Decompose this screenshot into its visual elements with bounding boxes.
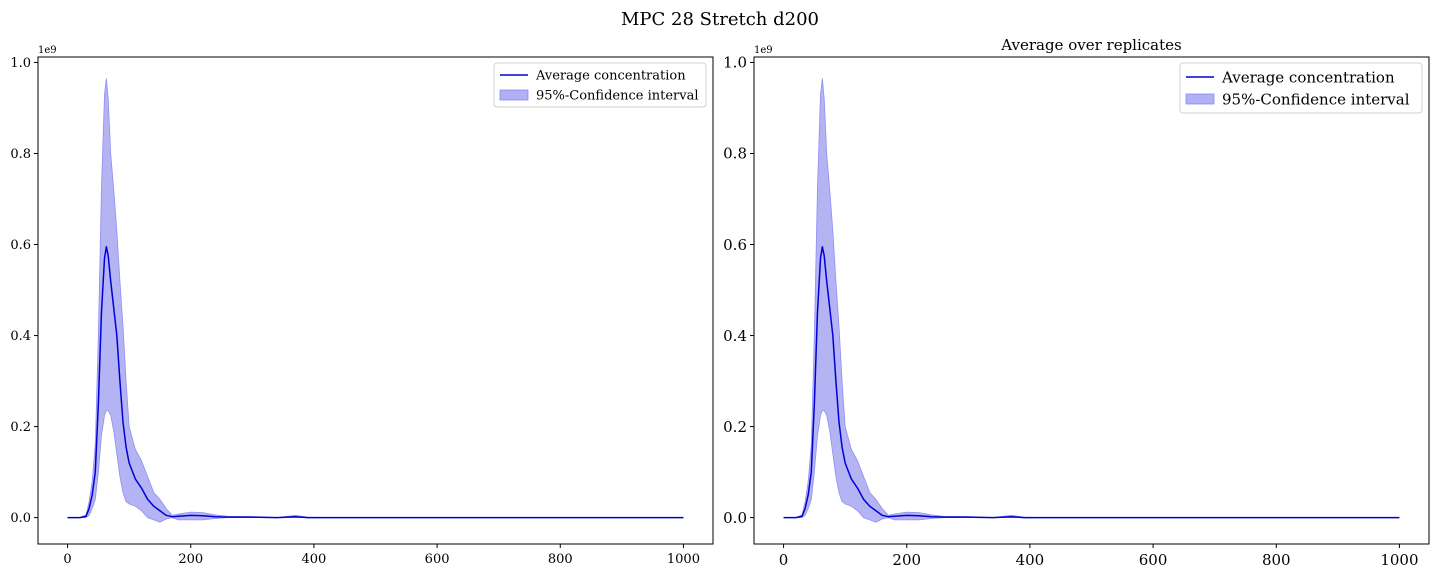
x-tick-label: 200 [178,552,203,567]
y-tick-label: 0.6 [10,238,31,253]
x-tick-label: 600 [425,552,450,567]
x-tick-label: 0 [63,552,71,567]
legend-label: Average concentration [1221,68,1395,86]
x-tick-label: 800 [548,552,573,567]
legend: Average concentration 95%-Confidence inte… [1179,62,1423,114]
confidence-band [783,78,1400,523]
x-tick-label: 400 [301,552,326,567]
left-chart-panel: 0 200 400 600 800 1000 0.0 0.2 0.4 0.6 0.8 1.0 1e9 Av… [10,45,714,567]
confidence-band [67,78,684,523]
x-tick-label: 200 [892,551,921,569]
y-tick-label: 0.0 [723,509,747,527]
y-tick-label: 0.6 [723,236,747,254]
legend: Average concentration 95%-Confidence inte… [493,62,707,108]
legend-box [493,62,707,108]
y-tick-label: 0.2 [723,418,747,436]
x-tick-label: 1000 [1380,551,1418,569]
y-tick-label: 0.8 [723,145,747,163]
axes-frame [37,56,714,545]
axes-frame [753,56,1430,545]
figure-title: MPC 28 Stretch d200 [621,9,819,30]
average-line [67,246,684,519]
legend-label: Average concentration [535,69,686,84]
right-chart-panel: 0 200 400 600 800 1000 0.0 0.2 0.4 0.6 0.8 1.0 1e9 Av… [723,36,1430,569]
y-tick-label: 0.2 [10,420,31,435]
x-tick-label: 400 [1016,551,1045,569]
legend-band-swatch [1185,93,1215,105]
plot-area [783,78,1400,523]
legend-label: 95%-Confidence interval [1222,90,1410,108]
subplot-title: Average over replicates [1000,36,1181,54]
y-offset-label: 1e9 [754,45,773,56]
plot-area [67,78,684,523]
y-tick-label: 0.4 [723,327,747,345]
y-tick-label: 0.8 [10,147,31,162]
x-tick-label: 1000 [667,552,700,567]
legend-band-swatch [499,89,529,101]
x-tick-label: 600 [1139,551,1168,569]
y-tick-label: 0.0 [10,511,31,526]
y-tick-label: 1.0 [10,56,31,71]
average-line [783,246,1400,519]
legend-label: 95%-Confidence interval [536,89,699,104]
y-offset-label: 1e9 [38,45,57,56]
x-tick-label: 0 [779,551,789,569]
legend-box [1179,62,1423,114]
x-tick-label: 800 [1262,551,1291,569]
y-tick-label: 1.0 [723,54,747,72]
y-tick-label: 0.4 [10,329,31,344]
